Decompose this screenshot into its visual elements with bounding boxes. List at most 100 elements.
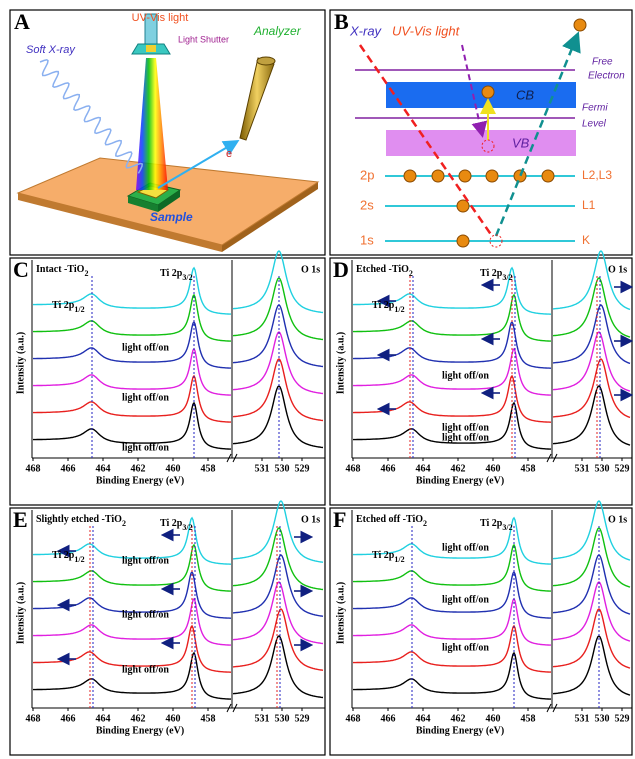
- x-tick-label: 460: [486, 713, 501, 724]
- sample-title: Etched -TiO2: [356, 264, 413, 278]
- x-tick-label: 464: [96, 713, 111, 724]
- x-tick-label: 531: [575, 463, 590, 474]
- x-tick-label: 460: [486, 463, 501, 474]
- light-label: light off/on: [442, 542, 489, 553]
- peak-label-main: Ti 2p: [52, 550, 75, 561]
- x-ray-wave: [40, 60, 142, 174]
- fermi-label: Fermi: [582, 103, 608, 114]
- peak-label: Ti 2p3/2: [160, 268, 193, 282]
- peak-label-main: Ti 2p: [52, 300, 75, 311]
- analyzer-label: Analyzer: [253, 24, 302, 38]
- peak-label: O 1s: [608, 264, 627, 275]
- free-label: Free: [592, 57, 613, 68]
- sample-title: Etched off -TiO2: [356, 514, 427, 528]
- shutter-label: Light Shutter: [178, 34, 229, 44]
- shell-label: L2,L3: [582, 168, 612, 182]
- peak-label: O 1s: [301, 264, 320, 275]
- peak-label-main: Ti 2p: [372, 300, 395, 311]
- x-tick-label: 464: [416, 463, 431, 474]
- panel-label: F: [333, 507, 346, 532]
- peak-label-sub: 1/2: [74, 305, 84, 314]
- light-label: light off/on: [122, 664, 169, 675]
- y-axis-label: Intensity (a.u.): [15, 582, 26, 645]
- x-tick-label: 529: [295, 713, 310, 724]
- x-tick-label: 458: [201, 463, 216, 474]
- electron-ball: [542, 170, 554, 182]
- x-tick-label: 468: [26, 463, 41, 474]
- peak-label-sub: 3/2: [502, 523, 512, 532]
- x-tick-label: 466: [61, 713, 76, 724]
- sample-title-sub: 2: [409, 269, 413, 278]
- core-level-label: 1s: [360, 232, 374, 247]
- x-tick-label: 530: [275, 463, 290, 474]
- light-label: light off/on: [442, 594, 489, 605]
- x-axis-label: Binding Energy (eV): [416, 725, 504, 736]
- x-tick-label: 468: [346, 713, 361, 724]
- peak-label: Ti 2p3/2: [480, 518, 513, 532]
- electron-label: Electron: [588, 71, 625, 82]
- spectrum-curve: [233, 305, 323, 367]
- x-tick-label: 531: [255, 713, 270, 724]
- x-tick-label: 529: [615, 463, 630, 474]
- electron-ball: [432, 170, 444, 182]
- shutter-core: [146, 45, 156, 52]
- peak-label: O 1s: [301, 514, 320, 525]
- panel-label: E: [13, 507, 28, 532]
- x-tick-label: 529: [615, 713, 630, 724]
- electron-ball: [486, 170, 498, 182]
- electron-ball: [482, 86, 494, 98]
- peak-label-sub: 1/2: [394, 555, 404, 564]
- light-label: light off/on: [122, 392, 169, 403]
- peak-label-sub: 3/2: [182, 523, 192, 532]
- x-tick-label: 468: [346, 463, 361, 474]
- peak-label: Ti 2p1/2: [372, 300, 405, 314]
- x-axis-label: Binding Energy (eV): [96, 725, 184, 736]
- x-tick-label: 466: [381, 713, 396, 724]
- panel-label: D: [333, 257, 349, 282]
- panel-label: C: [13, 257, 29, 282]
- spectrum-curve: [233, 332, 323, 394]
- panel-label: A: [14, 9, 30, 34]
- peak-label-main: Ti 2p: [160, 268, 183, 279]
- x-tick-label: 464: [416, 713, 431, 724]
- peak-label-sub: 3/2: [502, 273, 512, 282]
- spectrum-curve: [233, 555, 323, 616]
- peak-label: Ti 2p3/2: [160, 518, 193, 532]
- x-tick-label: 531: [575, 713, 590, 724]
- vb-label: VB: [512, 135, 530, 150]
- electron-ball: [457, 235, 469, 247]
- electron-label: e: [226, 148, 232, 160]
- uv-label: UV-Vis light: [392, 23, 461, 38]
- electron-ball: [574, 19, 586, 31]
- x-axis-label: Binding Energy (eV): [416, 475, 504, 486]
- y-axis-label: Intensity (a.u.): [335, 582, 346, 645]
- sample-title-main: Intact -TiO: [36, 264, 85, 275]
- sample-label: Sample: [150, 210, 193, 224]
- light-label: light off/on: [122, 342, 169, 353]
- spectrum-curve: [233, 251, 323, 313]
- sample-title-main: Etched -TiO: [356, 264, 409, 275]
- y-axis-label: Intensity (a.u.): [15, 332, 26, 395]
- x-tick-label: 462: [131, 713, 146, 724]
- peak-label-sub: 3/2: [182, 273, 192, 282]
- x-tick-label: 466: [61, 463, 76, 474]
- peak-label-main: Ti 2p: [480, 518, 503, 529]
- x-tick-label: 468: [26, 713, 41, 724]
- spectrum-curve: [233, 501, 323, 562]
- x-tick-label: 458: [521, 713, 536, 724]
- x-tick-label: 462: [131, 463, 146, 474]
- uv-label: UV-Vis light: [132, 12, 189, 24]
- peak-label: Ti 2p1/2: [52, 550, 85, 564]
- peak-label-main: Ti 2p: [160, 518, 183, 529]
- sample-title-main: Etched off -TiO: [356, 514, 423, 525]
- spectrum-curve: [33, 599, 231, 645]
- conduction-band: [386, 82, 576, 108]
- x-tick-label: 530: [595, 713, 610, 724]
- shell-label: K: [582, 233, 590, 247]
- sample-title: Intact -TiO2: [36, 264, 88, 278]
- x-tick-label: 458: [521, 463, 536, 474]
- light-label: light off/on: [122, 609, 169, 620]
- x-axis-label: Binding Energy (eV): [96, 475, 184, 486]
- xray-label: Soft X-ray: [26, 44, 76, 56]
- peak-label-main: Ti 2p: [480, 268, 503, 279]
